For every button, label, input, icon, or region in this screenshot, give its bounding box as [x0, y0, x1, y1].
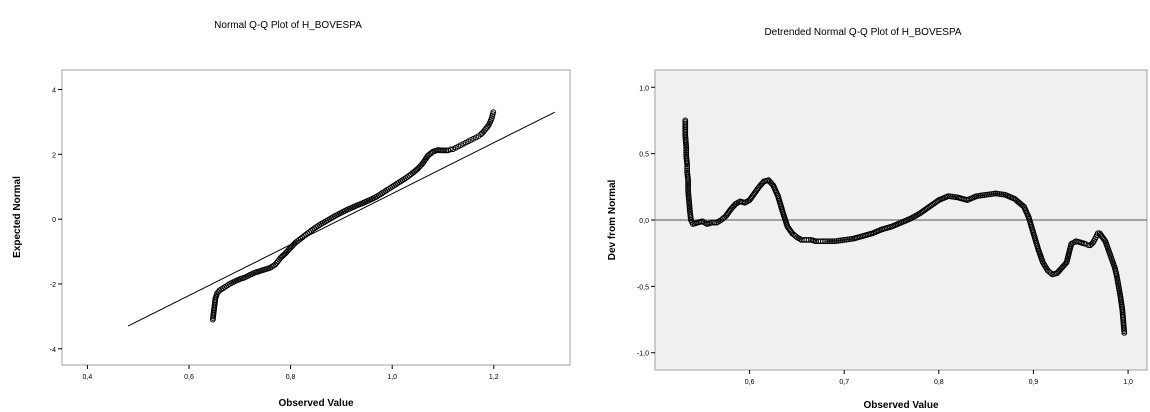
data-point	[684, 163, 691, 170]
y-tick-label: -4	[50, 347, 56, 354]
data-point	[826, 238, 832, 245]
data-point	[445, 147, 451, 154]
y-axis-label: Dev from Normal	[607, 179, 618, 260]
data-point	[828, 238, 834, 245]
data-point	[820, 238, 826, 245]
data-point	[441, 147, 448, 154]
x-tick-label: 0,4	[83, 374, 93, 381]
data-point	[685, 177, 692, 184]
data-point	[829, 238, 836, 245]
data-point	[685, 179, 692, 185]
data-point	[1121, 329, 1128, 336]
data-point	[683, 149, 690, 156]
x-tick-label: 1,2	[489, 374, 499, 381]
y-tick-label: 1,0	[639, 85, 649, 92]
x-tick-label: 0,9	[1029, 379, 1039, 386]
data-point	[684, 165, 691, 172]
x-tick-label: 0,8	[934, 379, 944, 386]
data-point	[1101, 237, 1108, 243]
x-tick-label: 0,6	[745, 379, 755, 386]
data-point	[683, 144, 690, 150]
chart-title: Detrended Normal Q-Q Plot of H_BOVESPA	[764, 27, 961, 38]
x-ticks: 0,6 0,7 0,8 0,9 1,0	[745, 370, 1133, 386]
data-point	[685, 180, 692, 187]
detrended-qq-plot: Detrended Normal Q-Q Plot of H_BOVESPA 0…	[575, 0, 1150, 412]
data-point	[824, 238, 831, 245]
normal-qq-plot: Normal Q-Q Plot of H_BOVESPA 0,4 0,6 0,8 1,…	[12, 20, 571, 409]
data-point	[805, 237, 812, 243]
y-tick-label: 0,5	[639, 152, 649, 159]
x-axis-label: Observed Value	[863, 400, 938, 411]
reference-line	[127, 111, 555, 327]
x-tick-label: 0,6	[184, 374, 194, 381]
data-point	[685, 186, 692, 192]
y-axis-label: Expected Normal	[12, 176, 23, 258]
data-point	[428, 149, 435, 156]
data-point	[490, 109, 497, 116]
reference-line-group	[127, 111, 555, 327]
x-tick-label: 0,8	[286, 374, 296, 381]
y-ticks: -1,0 -0,5 0,0 0,5 1,0	[637, 85, 655, 358]
normal-qq-plot-svg: Normal Q-Q Plot of H_BOVESPA 0,4 0,6 0,8 1,…	[12, 20, 571, 409]
data-point	[711, 219, 718, 226]
data-point	[822, 238, 829, 245]
data-point	[1062, 260, 1069, 267]
detrended-qq-plot-svg: Detrended Normal Q-Q Plot of H_BOVESPA 0…	[607, 27, 1148, 411]
data-point	[684, 161, 691, 168]
y-tick-label: -1,0	[637, 351, 649, 358]
data-point	[1085, 242, 1092, 249]
data-point	[683, 147, 690, 154]
y-tick-label: -0,5	[637, 284, 649, 291]
x-tick-label: 1,0	[1123, 379, 1133, 386]
y-ticks: -4 -2 0 2 4	[50, 87, 62, 354]
data-point	[447, 146, 454, 153]
y-tick-label: 4	[52, 87, 56, 94]
chart-title: Normal Q-Q Plot of H_BOVESPA	[214, 20, 362, 31]
data-point	[1094, 230, 1101, 237]
y-tick-label: -2	[50, 282, 56, 289]
data-point	[683, 145, 690, 152]
data-point	[934, 198, 941, 204]
data-point	[685, 184, 692, 191]
data-points	[682, 117, 1128, 336]
x-ticks: 0,4 0,6 0,8 1,0 1,2	[83, 365, 499, 381]
y-tick-label: 2	[52, 152, 56, 159]
y-tick-label: 0,0	[639, 218, 649, 225]
plot-area	[61, 69, 571, 366]
data-points	[209, 109, 497, 323]
x-tick-label: 1,0	[387, 374, 397, 381]
x-tick-label: 0,7	[839, 379, 849, 386]
y-tick-label: 0	[52, 217, 56, 224]
x-axis-label: Observed Value	[278, 398, 353, 409]
data-point	[685, 182, 692, 189]
